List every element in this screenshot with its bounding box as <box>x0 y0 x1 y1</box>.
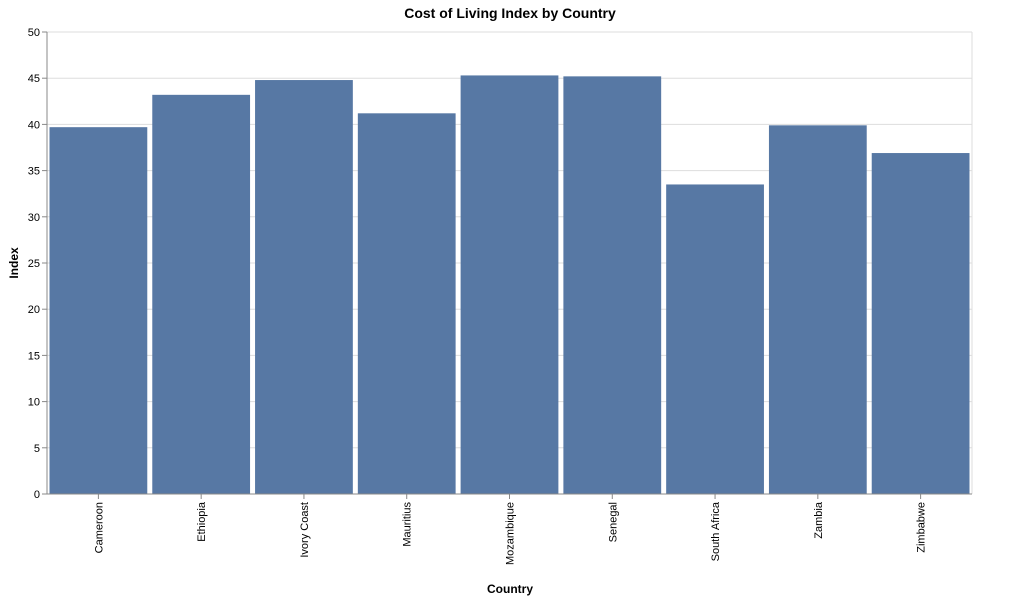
y-tick-label: 35 <box>28 166 40 178</box>
y-tick-label: 20 <box>28 304 40 316</box>
bar-senegal <box>563 76 662 495</box>
x-tick-label: Senegal <box>607 502 619 542</box>
x-tick-label: Ivory Coast <box>299 502 311 558</box>
chart-title: Cost of Living Index by Country <box>404 5 616 21</box>
bar-zimbabwe <box>871 153 970 494</box>
x-tick-label: Zimbabwe <box>916 502 928 553</box>
bar-zambia <box>768 125 867 494</box>
x-tick-label: Zambia <box>813 501 825 539</box>
y-axis-title: Index <box>7 247 21 279</box>
bar-south-africa <box>666 184 764 494</box>
x-tick-label: Cameroon <box>93 502 105 553</box>
y-tick-label: 25 <box>28 258 40 270</box>
y-tick-label: 45 <box>28 73 40 85</box>
y-tick-label: 10 <box>28 397 40 409</box>
x-tick-label: Mozambique <box>505 502 517 565</box>
x-tick-label: Ethiopia <box>196 501 208 542</box>
y-tick-label: 50 <box>28 27 40 39</box>
x-tick-label: South Africa <box>710 501 722 561</box>
y-tick-label: 0 <box>34 489 40 501</box>
y-tick-label: 30 <box>28 212 40 224</box>
x-tick-label: Mauritius <box>402 502 414 547</box>
bar-mauritius <box>357 113 456 494</box>
bar-ivory-coast <box>255 80 353 494</box>
bar-mozambique <box>460 75 559 494</box>
bar-cameroon <box>49 127 148 494</box>
x-axis: Cameroon Ethiopia Ivory Coast Mauritius Moza… <box>47 493 972 565</box>
y-tick-label: 15 <box>28 350 40 362</box>
y-tick-label: 5 <box>34 443 40 455</box>
bars <box>49 75 970 495</box>
bar-ethiopia <box>152 94 251 494</box>
y-tick-label: 40 <box>28 119 40 131</box>
y-axis: 0 5 10 15 20 25 30 35 40 45 50 <box>28 27 48 501</box>
x-axis-title: Country <box>487 582 533 596</box>
